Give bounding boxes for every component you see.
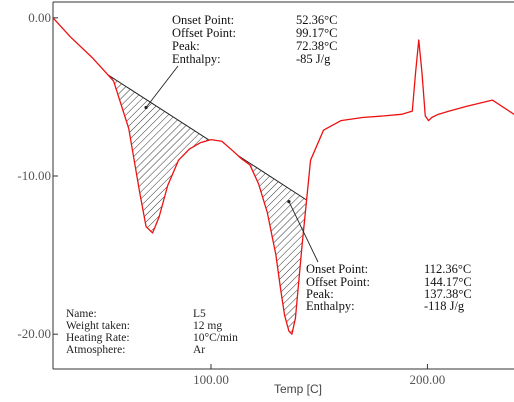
x-axis-label: Temp [C]: [274, 382, 322, 396]
peak-areas: [107, 74, 307, 335]
ann1-peak-label: Peak:: [172, 39, 200, 53]
ann1-offset-label: Offset Point:: [172, 26, 236, 40]
info-atmosphere-label: Atmosphere:: [66, 344, 125, 356]
ann1-enthalpy-label: Enthalpy:: [172, 52, 221, 66]
info-name-value: L5: [193, 308, 206, 320]
peak-area-1: [107, 74, 210, 233]
leader-dot-2: [287, 199, 291, 204]
leader-line-2: [288, 201, 319, 263]
dsc-curve: [52, 17, 514, 335]
curve-layer: [52, 17, 514, 335]
ann2-offset-label: Offset Point:: [306, 275, 370, 289]
ann2-peak-label: Peak:: [306, 287, 334, 301]
peak-baseline-1: [107, 74, 210, 141]
ann2-offset-value: 144.17°C: [424, 275, 472, 289]
y-axis-ticks: 0.00 -10.00 -20.00: [17, 10, 58, 341]
x-axis-ticks: 100.00 200.00: [193, 364, 445, 387]
baselines: [107, 74, 307, 201]
ann1-onset-value: 52.36°C: [296, 13, 337, 27]
peak-baseline-2: [237, 154, 307, 201]
x-tick-label-0: 100.00: [193, 372, 229, 387]
ann2-enthalpy-value: -118 J/g: [424, 299, 465, 313]
annotation-peak-2: Onset Point: 112.36°C Offset Point: 144.…: [306, 262, 472, 313]
y-tick-label-2: -20.00: [17, 326, 51, 341]
ann1-enthalpy-value: -85 J/g: [296, 52, 331, 66]
y-tick-label-1: -10.00: [17, 168, 51, 183]
info-atmosphere-value: Ar: [193, 344, 205, 356]
ann2-enthalpy-label: Enthalpy:: [306, 299, 355, 313]
x-tick-label-1: 200.00: [410, 372, 446, 387]
leader-dot-1: [144, 105, 148, 110]
plot-frame: [52, 1, 514, 370]
ann2-onset-value: 112.36°C: [424, 262, 471, 276]
ann2-onset-label: Onset Point:: [306, 262, 368, 276]
ann1-onset-label: Onset Point:: [172, 13, 234, 27]
y-tick-label-0: 0.00: [28, 10, 51, 25]
info-rate-value: 10°C/min: [193, 332, 238, 344]
leader-line-1: [145, 65, 179, 108]
sample-info: Name: L5 Weight taken: 12 mg Heating Rat…: [66, 308, 238, 356]
ann1-offset-value: 99.17°C: [296, 26, 337, 40]
info-rate-label: Heating Rate:: [66, 332, 130, 344]
info-weight-label: Weight taken:: [66, 320, 130, 332]
ann1-peak-value: 72.38°C: [296, 39, 337, 53]
info-weight-value: 12 mg: [193, 320, 222, 332]
ann2-peak-value: 137.38°C: [424, 287, 472, 301]
info-name-label: Name:: [66, 308, 97, 320]
annotation-peak-1: Onset Point: 52.36°C Offset Point: 99.17…: [172, 13, 337, 66]
annotation-leaders: [144, 65, 319, 263]
